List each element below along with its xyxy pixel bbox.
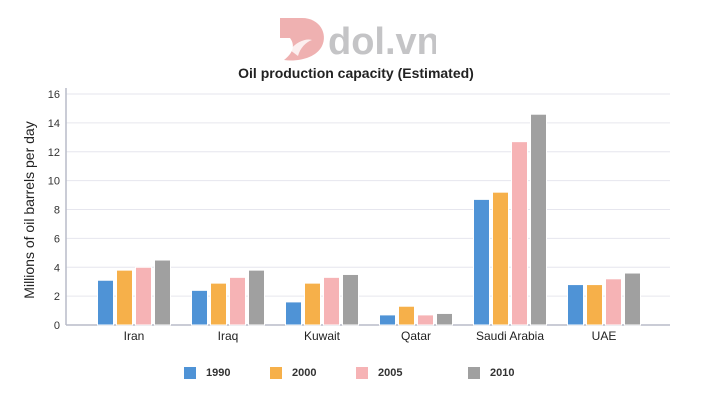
x-tick-label: Saudi Arabia — [476, 329, 544, 343]
bar-1990-kuwait — [285, 301, 302, 326]
bar-2005-iran — [135, 266, 152, 326]
bar-2000-iraq — [210, 282, 227, 326]
y-tick-label: 0 — [54, 320, 60, 332]
y-axis-title: Millions of oil barrels per day — [21, 121, 37, 298]
bar-2010-kuwait — [342, 273, 359, 326]
legend-label: 2005 — [378, 367, 403, 379]
bar-1990-saudi-arabia — [473, 198, 490, 326]
bar-2010-iran — [154, 259, 171, 326]
bar-2005-uae — [605, 278, 622, 326]
bar-2010-qatar — [436, 312, 453, 326]
y-tick-label: 14 — [48, 118, 60, 130]
dol-logo: dol.vn — [280, 18, 436, 62]
bar-1990-iran — [97, 279, 114, 326]
legend-item-2010: 2010 — [468, 367, 514, 379]
bar-2010-iraq — [248, 269, 265, 326]
bar-2005-saudi-arabia — [511, 141, 528, 326]
legend-label: 2010 — [490, 367, 515, 379]
bar-2005-kuwait — [323, 276, 340, 326]
bar-1990-uae — [567, 284, 584, 326]
bar-2000-iran — [116, 269, 133, 326]
bar-2000-qatar — [398, 305, 415, 326]
legend-swatch — [356, 367, 368, 379]
y-tick-label: 2 — [54, 291, 60, 303]
x-tick-label: Qatar — [401, 329, 431, 343]
legend-swatch — [184, 367, 196, 379]
y-tick-label: 4 — [54, 262, 60, 274]
legend: 1990 2000 2005 2010 — [0, 367, 712, 385]
chart-title: Oil production capacity (Estimated) — [238, 65, 474, 81]
svg-text:dol.vn: dol.vn — [328, 21, 436, 62]
legend-swatch — [468, 367, 480, 379]
legend-item-2000: 2000 — [270, 367, 316, 379]
bar-1990-qatar — [379, 314, 396, 326]
legend-item-2005: 2005 — [356, 367, 402, 379]
x-tick-label: Iran — [124, 329, 145, 343]
x-tick-label: Iraq — [218, 329, 239, 343]
bar-2000-kuwait — [304, 282, 321, 326]
bar-1990-iraq — [191, 289, 208, 326]
legend-swatch — [270, 367, 282, 379]
bar-2010-saudi-arabia — [530, 113, 547, 326]
y-tick-label: 16 — [48, 89, 60, 101]
bar-2005-qatar — [417, 314, 434, 326]
legend-label: 2000 — [292, 367, 317, 379]
bar-2005-iraq — [229, 276, 246, 326]
y-tick-label: 8 — [54, 205, 60, 217]
x-tick-label: Kuwait — [304, 329, 341, 343]
bar-2000-uae — [586, 284, 603, 326]
y-tick-label: 12 — [48, 147, 60, 159]
legend-label: 1990 — [206, 367, 231, 379]
legend-item-1990: 1990 — [184, 367, 230, 379]
y-tick-label: 10 — [48, 176, 60, 188]
bar-chart: 0 2 4 6 8 10 12 14 16 Millions of oil barrels per… — [21, 88, 670, 343]
x-tick-label: UAE — [592, 329, 617, 343]
bar-2000-saudi-arabia — [492, 191, 509, 326]
y-tick-label: 6 — [54, 233, 60, 245]
bar-2010-uae — [624, 272, 641, 326]
